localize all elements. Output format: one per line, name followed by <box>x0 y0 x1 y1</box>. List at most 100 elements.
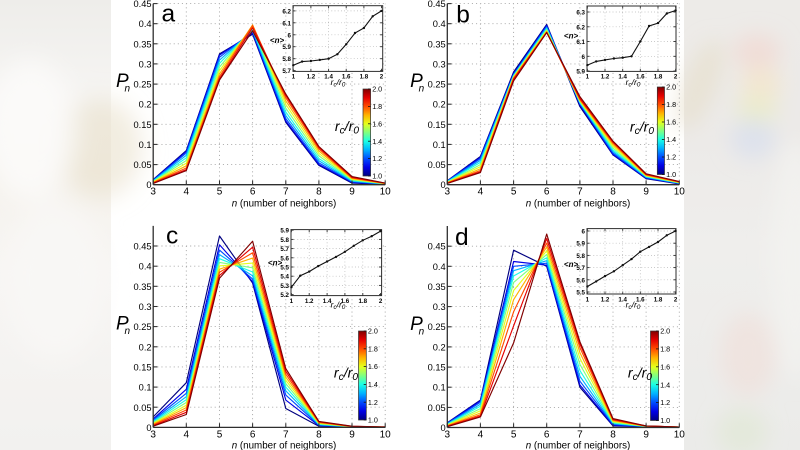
svg-text:<n>: <n> <box>564 32 579 41</box>
svg-text:7: 7 <box>283 187 289 198</box>
svg-text:1.2: 1.2 <box>368 398 378 407</box>
svg-text:6: 6 <box>250 187 256 198</box>
svg-text:n: n <box>125 84 131 95</box>
svg-text:1.4: 1.4 <box>372 137 382 146</box>
svg-text:3: 3 <box>150 187 156 198</box>
svg-text:7: 7 <box>577 187 583 198</box>
svg-text:1: 1 <box>586 296 590 303</box>
svg-text:6: 6 <box>250 429 256 440</box>
svg-text:0.4: 0.4 <box>139 19 152 29</box>
svg-text:1.0: 1.0 <box>368 416 378 425</box>
svg-text:5.9: 5.9 <box>576 69 585 76</box>
svg-text:5.9: 5.9 <box>280 228 289 235</box>
svg-text:6.2: 6.2 <box>282 8 291 15</box>
svg-text:3: 3 <box>445 430 451 441</box>
svg-text:rc/r0: rc/r0 <box>331 300 346 312</box>
svg-text:5: 5 <box>217 429 223 440</box>
svg-text:1.6: 1.6 <box>372 119 382 128</box>
svg-text:3: 3 <box>150 429 156 440</box>
svg-text:d: d <box>455 224 469 251</box>
svg-text:b: b <box>456 2 470 29</box>
svg-text:0.35: 0.35 <box>133 39 151 49</box>
svg-text:0.1: 0.1 <box>139 383 152 393</box>
svg-text:0.45: 0.45 <box>428 242 446 252</box>
svg-text:0: 0 <box>441 180 446 190</box>
svg-text:10: 10 <box>380 429 392 440</box>
svg-text:4: 4 <box>478 187 484 198</box>
svg-text:1.6: 1.6 <box>341 298 350 305</box>
svg-text:6: 6 <box>544 430 550 441</box>
svg-text:0.4: 0.4 <box>433 19 446 29</box>
svg-text:0.45: 0.45 <box>428 0 446 9</box>
svg-text:5.5: 5.5 <box>280 265 289 272</box>
svg-text:0.05: 0.05 <box>133 160 151 170</box>
svg-text:0.05: 0.05 <box>133 403 151 413</box>
svg-text:5: 5 <box>511 430 517 441</box>
svg-text:6: 6 <box>288 32 292 39</box>
svg-text:0.05: 0.05 <box>428 160 446 170</box>
svg-text:n (number of neighbors): n (number of neighbors) <box>232 441 337 450</box>
svg-text:8: 8 <box>610 430 616 441</box>
svg-text:1.2: 1.2 <box>307 74 316 81</box>
svg-text:1.0: 1.0 <box>660 416 670 425</box>
svg-text:c: c <box>166 223 178 250</box>
svg-text:0: 0 <box>146 423 151 433</box>
svg-text:2.0: 2.0 <box>666 83 676 92</box>
svg-text:2: 2 <box>380 74 384 81</box>
svg-text:0.15: 0.15 <box>428 363 446 373</box>
svg-text:1.0: 1.0 <box>372 172 382 181</box>
svg-text:rc/r0: rc/r0 <box>626 300 641 312</box>
svg-text:5.6: 5.6 <box>576 277 585 284</box>
svg-text:2: 2 <box>379 298 383 305</box>
svg-text:8: 8 <box>316 429 322 440</box>
svg-text:2: 2 <box>674 74 678 81</box>
svg-text:1.8: 1.8 <box>666 100 676 109</box>
svg-text:1.6: 1.6 <box>368 362 378 371</box>
svg-text:0.25: 0.25 <box>133 80 151 90</box>
svg-text:1.2: 1.2 <box>601 296 610 303</box>
svg-text:1.4: 1.4 <box>368 380 378 389</box>
svg-text:9: 9 <box>349 187 355 198</box>
svg-text:5.9: 5.9 <box>282 44 291 51</box>
svg-text:6.1: 6.1 <box>576 39 585 46</box>
svg-text:0.2: 0.2 <box>433 100 446 110</box>
svg-text:1: 1 <box>586 74 590 81</box>
svg-text:5.7: 5.7 <box>576 265 585 272</box>
svg-text:1.4: 1.4 <box>618 74 627 81</box>
svg-text:n: n <box>125 326 131 337</box>
svg-text:1.4: 1.4 <box>618 296 627 303</box>
svg-text:0.1: 0.1 <box>433 383 446 393</box>
svg-text:5: 5 <box>217 187 223 198</box>
svg-text:<n>: <n> <box>268 259 283 268</box>
svg-text:1.8: 1.8 <box>372 102 382 111</box>
svg-text:4: 4 <box>184 429 190 440</box>
svg-text:0.05: 0.05 <box>428 403 446 413</box>
svg-text:rc/r0: rc/r0 <box>626 77 641 89</box>
svg-text:n (number of neighbors): n (number of neighbors) <box>232 199 337 210</box>
svg-text:0.35: 0.35 <box>428 39 446 49</box>
svg-text:5.8: 5.8 <box>282 56 291 63</box>
svg-text:0.25: 0.25 <box>428 322 446 332</box>
svg-text:1.4: 1.4 <box>660 380 670 389</box>
svg-text:0.45: 0.45 <box>133 242 151 252</box>
svg-text:1.2: 1.2 <box>372 154 382 163</box>
svg-text:1.4: 1.4 <box>666 135 676 144</box>
svg-text:P: P <box>116 314 129 335</box>
svg-text:1.8: 1.8 <box>660 345 670 354</box>
svg-text:7: 7 <box>283 429 289 440</box>
svg-text:9: 9 <box>643 187 649 198</box>
svg-text:5.4: 5.4 <box>280 274 289 281</box>
svg-text:6: 6 <box>582 229 586 236</box>
svg-text:0.2: 0.2 <box>139 100 152 110</box>
svg-text:1.6: 1.6 <box>666 118 676 127</box>
svg-text:2.0: 2.0 <box>660 327 670 336</box>
svg-text:0.3: 0.3 <box>139 59 152 69</box>
svg-text:<n>: <n> <box>564 260 579 269</box>
svg-text:1: 1 <box>290 298 294 305</box>
svg-text:10: 10 <box>380 187 392 198</box>
svg-text:5.8: 5.8 <box>280 237 289 244</box>
svg-text:1.6: 1.6 <box>636 296 645 303</box>
svg-text:1.2: 1.2 <box>601 74 610 81</box>
svg-text:9: 9 <box>349 429 355 440</box>
svg-text:1.8: 1.8 <box>654 296 663 303</box>
